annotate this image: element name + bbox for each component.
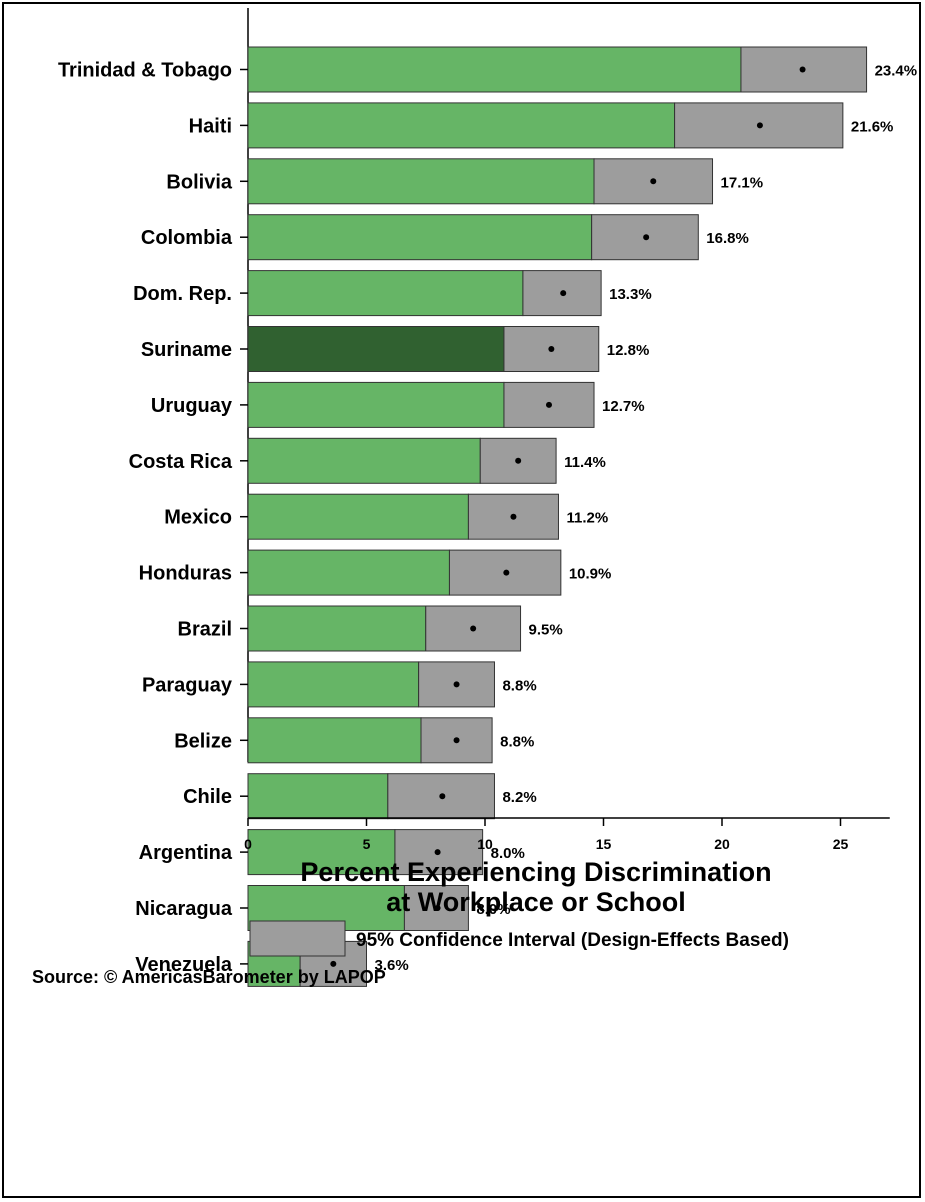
category-label-3: Colombia	[141, 227, 233, 249]
x-tick-label-2: 10	[477, 836, 493, 852]
value-label-16: 3.6%	[375, 957, 409, 974]
value-label-3: 16.8%	[706, 230, 749, 247]
value-label-1: 21.6%	[851, 118, 894, 135]
bar-12	[247, 717, 422, 764]
category-label-4: Dom. Rep.	[133, 283, 232, 305]
category-label-15: Nicaragua	[135, 898, 233, 920]
value-label-6: 12.7%	[602, 398, 645, 415]
value-label-2: 17.1%	[721, 174, 764, 191]
bar-2	[247, 158, 595, 205]
value-label-4: 13.3%	[609, 286, 652, 303]
bar-10	[247, 605, 427, 652]
estimate-point-13	[439, 793, 446, 800]
estimate-point-16	[330, 960, 337, 967]
category-label-16: Venezuela	[135, 954, 233, 976]
estimate-point-4	[560, 290, 567, 297]
bar-9	[247, 549, 450, 596]
bar-1	[247, 102, 676, 149]
bar-6	[247, 381, 505, 428]
estimate-point-0	[799, 66, 806, 73]
category-label-1: Haiti	[189, 115, 232, 137]
x-axis-title-line2: at Workplace or School	[386, 887, 686, 917]
bar-14	[247, 829, 396, 876]
category-label-11: Paraguay	[142, 674, 233, 696]
estimate-point-10	[470, 625, 477, 632]
legend-label: 95% Confidence Interval (Design-Effects …	[356, 930, 789, 951]
bar-11	[247, 661, 420, 708]
category-label-7: Costa Rica	[129, 451, 233, 473]
category-label-13: Chile	[183, 786, 232, 808]
estimate-point-15	[434, 905, 441, 911]
category-label-10: Brazil	[178, 619, 232, 641]
bar-0	[247, 46, 742, 93]
estimate-point-1	[756, 122, 763, 129]
bar-8	[247, 493, 469, 540]
category-label-0: Trinidad & Tobago	[58, 60, 232, 82]
category-label-14: Argentina	[139, 842, 233, 864]
source-note: Source: © AmericasBarometer by LAPOP	[32, 967, 386, 987]
estimate-point-2	[650, 178, 657, 185]
estimate-point-7	[515, 457, 522, 464]
value-label-8: 11.2%	[566, 510, 608, 527]
category-label-9: Honduras	[139, 563, 232, 585]
value-label-5: 12.8%	[607, 342, 650, 359]
category-label-2: Bolivia	[166, 171, 232, 193]
x-tick-label-1: 5	[363, 836, 371, 852]
category-label-6: Uruguay	[151, 395, 233, 417]
value-label-11: 8.8%	[502, 677, 536, 694]
value-label-14: 8.0%	[491, 845, 525, 862]
x-tick-label-5: 25	[833, 836, 849, 852]
estimate-point-6	[545, 401, 552, 408]
x-tick-label-4: 20	[714, 836, 730, 852]
value-label-13: 8.2%	[502, 789, 536, 806]
value-label-10: 9.5%	[529, 622, 563, 639]
ci-box-11	[418, 661, 495, 708]
estimate-point-14	[434, 849, 441, 856]
bar-4	[247, 270, 524, 317]
estimate-point-11	[453, 681, 460, 688]
estimate-point-3	[643, 234, 650, 241]
x-tick-label-0: 0	[244, 836, 252, 852]
estimate-point-5	[548, 346, 555, 352]
bar-5	[247, 326, 505, 372]
category-label-5: Suriname	[141, 339, 232, 361]
category-label-12: Belize	[174, 730, 232, 752]
value-label-12: 8.8%	[500, 733, 534, 750]
value-label-9: 10.9%	[569, 566, 612, 583]
legend-swatch	[249, 920, 346, 957]
category-label-8: Mexico	[164, 507, 232, 529]
bar-7	[247, 437, 481, 484]
bar-3	[247, 214, 593, 261]
estimate-point-12	[453, 737, 460, 744]
value-label-15: 8.0%	[476, 901, 510, 918]
value-label-7: 11.4%	[564, 454, 606, 471]
x-tick-label-3: 15	[596, 836, 612, 852]
estimate-point-8	[510, 513, 517, 520]
estimate-point-9	[503, 569, 510, 576]
x-axis-title-line1: Percent Experiencing Discrimination	[300, 857, 771, 887]
bar-13	[247, 773, 389, 820]
value-label-0: 23.4%	[875, 63, 918, 80]
